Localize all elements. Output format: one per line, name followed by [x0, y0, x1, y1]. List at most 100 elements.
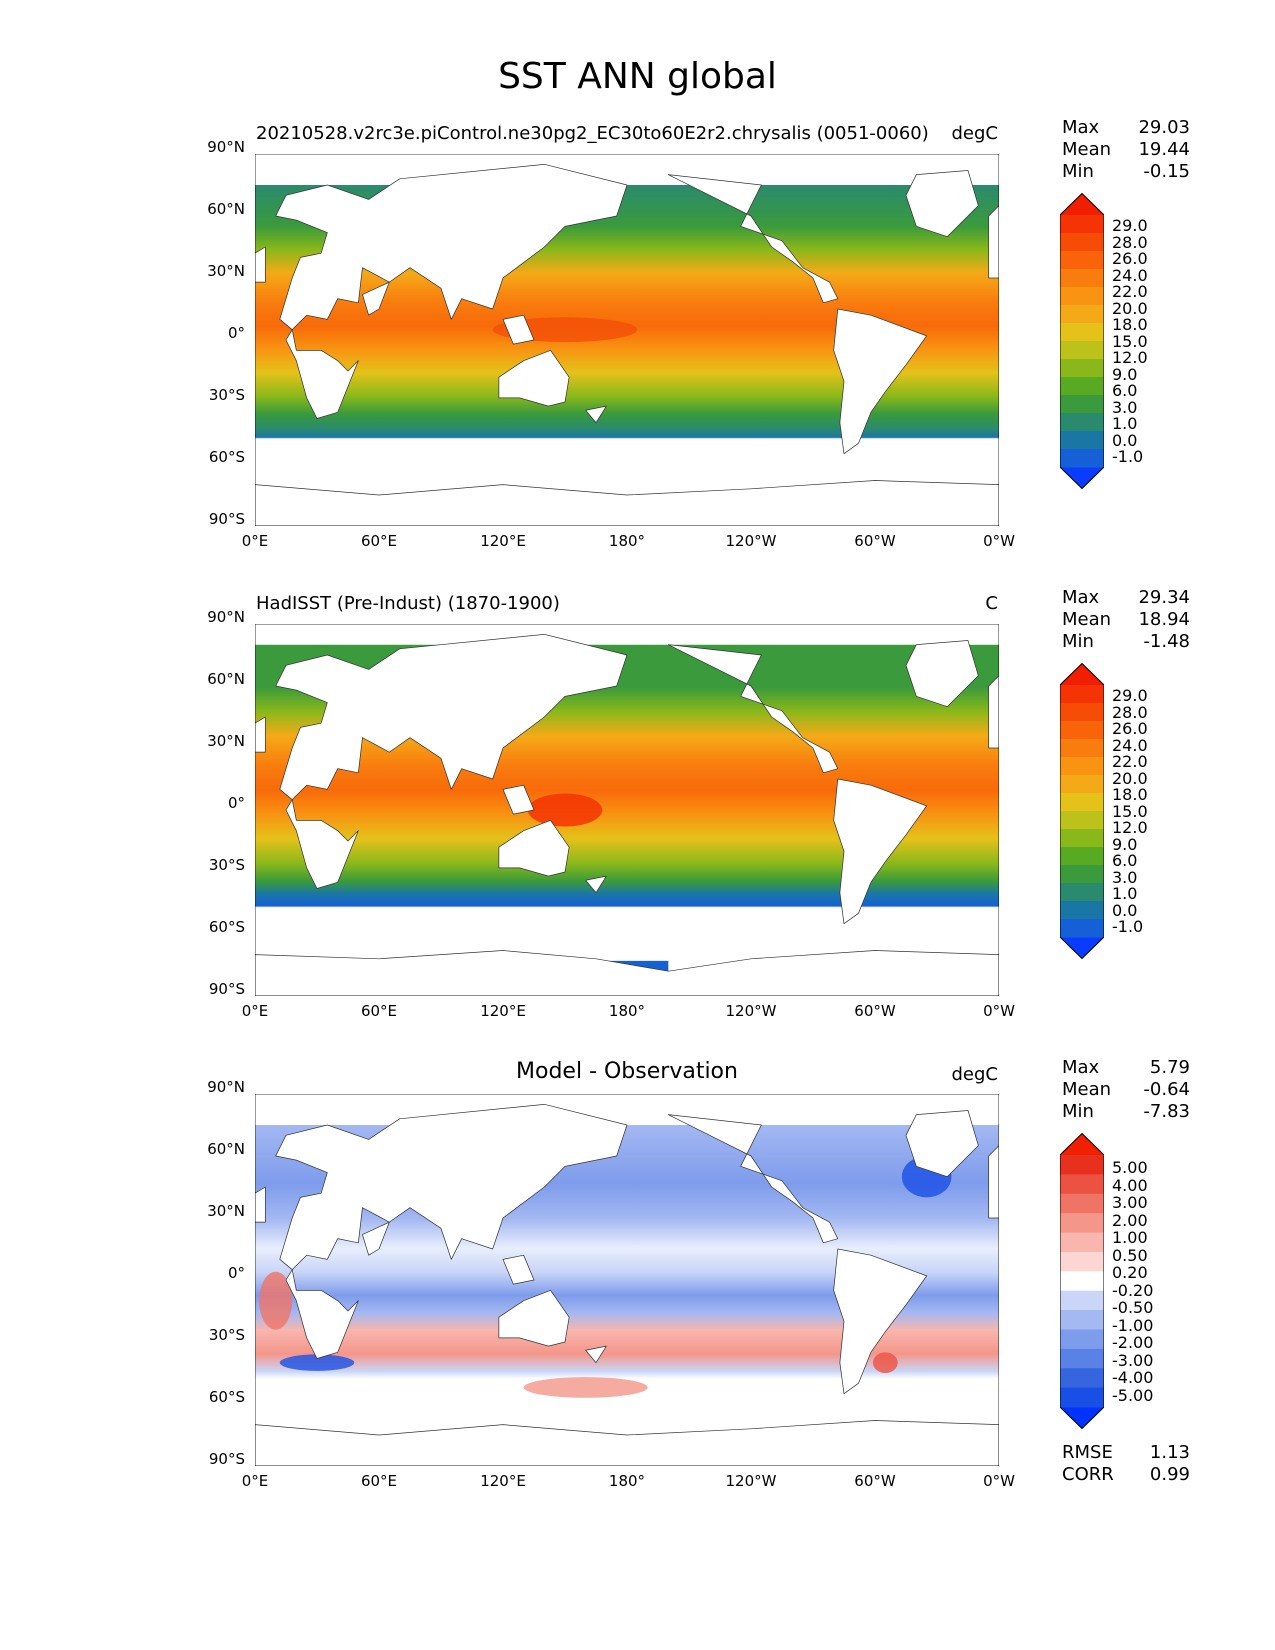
stat-label: RMSE [1062, 1442, 1113, 1463]
lon-tick: 60°E [360, 532, 398, 550]
colorbar-extend-max [1060, 663, 1104, 685]
lat-tick: 90°N [207, 1078, 245, 1096]
colorbar-band [1060, 1174, 1104, 1195]
colorbar-band [1060, 1271, 1104, 1292]
stat-label: Min [1062, 631, 1094, 652]
panel-title: HadISST (Pre-Indust) (1870-1900) [256, 593, 560, 614]
colorbar-tick-label: -2.00 [1112, 1333, 1154, 1352]
lon-tick: 60°W [854, 532, 896, 550]
stat-max: 5.79 [1149, 1057, 1190, 1078]
colorbar-tick-label: 12.0 [1112, 348, 1148, 367]
colorbar-sst [1059, 192, 1105, 490]
panel-title: 20210528.v2rc3e.piControl.ne30pg2_EC30to… [256, 123, 929, 144]
stat-mean: -0.64 [1143, 1079, 1190, 1100]
stat-label: Min [1062, 161, 1094, 182]
colorbar-band [1060, 829, 1104, 848]
colorbar-tick-label: 3.00 [1112, 1193, 1148, 1212]
lon-tick: 120°W [725, 1002, 777, 1020]
colorbar-tick-label: -3.00 [1112, 1350, 1154, 1370]
colorbar-difference [1059, 1132, 1105, 1430]
lat-tick: 60°N [207, 670, 245, 688]
lat-tick: 0° [227, 1264, 245, 1282]
colorbar-band [1060, 1155, 1104, 1175]
colorbar-sst [1059, 662, 1105, 960]
colorbar-band [1060, 1193, 1104, 1214]
lon-tick: 0°W [983, 1002, 1015, 1020]
colorbar-band [1060, 287, 1104, 306]
colorbar-band [1060, 215, 1104, 234]
colorbar-band [1060, 233, 1104, 252]
stat-min: -0.15 [1143, 161, 1190, 182]
colorbar-extend-max [1060, 1133, 1104, 1155]
panel-title: Model - Observation [516, 1059, 738, 1084]
stat-label: Mean [1062, 609, 1112, 630]
lon-tick: 180° [608, 532, 646, 550]
stat-mean: 18.94 [1138, 609, 1190, 630]
map-model-svg [255, 154, 999, 526]
colorbar-band [1060, 395, 1104, 414]
colorbar-tick-label: -0.50 [1112, 1298, 1154, 1317]
lon-tick: 60°E [360, 1472, 398, 1490]
colorbar-tick-label: -0.20 [1112, 1280, 1154, 1300]
colorbar-band [1060, 269, 1104, 288]
lon-tick: 180° [608, 1472, 646, 1490]
colorbar-tick-label: 24.0 [1112, 265, 1148, 285]
land [255, 633, 999, 996]
lat-tick: 60°S [208, 918, 245, 936]
colorbar-band [1060, 1387, 1104, 1408]
lat-tick: 60°S [208, 448, 245, 466]
stats-block: Max 29.34 Mean 18.94 Min -1.48 [1062, 587, 1190, 653]
colorbar-extend-max [1060, 193, 1104, 215]
colorbar-tick-label: 24.0 [1112, 735, 1148, 755]
stat-mean: 19.44 [1138, 139, 1190, 160]
stat-label: Mean [1062, 1079, 1112, 1100]
colorbar-band [1060, 1232, 1104, 1253]
colorbar-tick-label: 20.0 [1112, 298, 1148, 318]
lon-tick: 180° [608, 1002, 646, 1020]
colorbar-tick-label: 28.0 [1112, 702, 1148, 722]
colorbar-band [1060, 251, 1104, 270]
colorbar-tick-label: 3.0 [1112, 867, 1138, 887]
lon-tick: 0°W [983, 532, 1015, 550]
lat-tick: 30°S [208, 386, 245, 404]
lat-tick: 60°S [208, 1388, 245, 1406]
colorbar-tick-label: 0.0 [1112, 900, 1138, 920]
colorbar-band [1060, 431, 1104, 450]
colorbar-tick-label: -1.00 [1112, 1315, 1154, 1335]
colorbar-tick-label: 9.0 [1112, 834, 1138, 854]
colorbar-tick-label: 26.0 [1112, 249, 1148, 268]
stat-label: CORR [1062, 1464, 1114, 1485]
stat-min: -1.48 [1143, 631, 1190, 652]
colorbar-band [1060, 305, 1104, 324]
colorbar-band [1060, 1290, 1104, 1311]
colorbar-tick-label: 15.0 [1112, 331, 1148, 351]
lon-tick: 120°E [480, 532, 526, 550]
stat-min: -7.83 [1143, 1101, 1190, 1122]
colorbar-tick-label: 4.00 [1112, 1175, 1148, 1195]
colorbar-tick-label: 29.0 [1112, 216, 1148, 235]
figure-title: SST ANN global [498, 56, 777, 97]
lat-tick: 30°S [208, 856, 245, 874]
map-observation-svg [255, 624, 999, 996]
colorbar-band [1060, 865, 1104, 884]
colorbar-band [1060, 757, 1104, 776]
lon-tick: 120°E [480, 1472, 526, 1490]
lat-tick: 90°S [208, 1450, 245, 1468]
panel-units: C [985, 593, 998, 614]
colorbar-tick-label: 12.0 [1112, 818, 1148, 837]
lon-tick: 60°W [854, 1002, 896, 1020]
land [255, 163, 999, 526]
colorbar-tick-label: 18.0 [1112, 315, 1148, 334]
colorbar-tick-label: 5.00 [1112, 1158, 1148, 1177]
colorbar-band [1060, 1329, 1104, 1350]
colorbar-band [1060, 449, 1104, 468]
lon-tick: 120°W [725, 532, 777, 550]
lat-tick: 90°N [207, 138, 245, 156]
colorbar-tick-label: 22.0 [1112, 752, 1148, 771]
colorbar-tick-label: 28.0 [1112, 232, 1148, 252]
lat-tick: 90°S [208, 980, 245, 998]
colorbar-band [1060, 721, 1104, 740]
colorbar-tick-label: 1.00 [1112, 1228, 1148, 1247]
colorbar-band [1060, 739, 1104, 758]
stat-label: Max [1062, 587, 1100, 608]
